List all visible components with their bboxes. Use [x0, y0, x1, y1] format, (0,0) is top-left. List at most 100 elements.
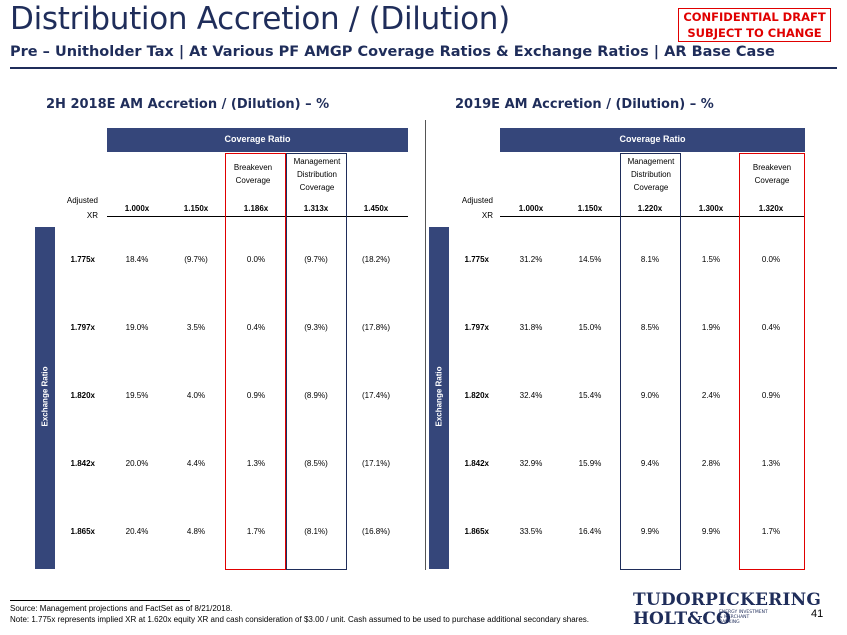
right-table-cell: 1.9% [701, 323, 721, 332]
left-col-header: 1.150x [183, 204, 209, 213]
left-table-cell: (8.5%) [304, 459, 328, 468]
page-subtitle: Pre – Unitholder Tax | At Various PF AMG… [10, 44, 775, 60]
right-table-cell: 2.4% [701, 391, 721, 400]
left-table-cell: 3.5% [186, 323, 206, 332]
confidential-line1: CONFIDENTIAL DRAFT [683, 10, 826, 24]
right-row-xr: 1.865x [464, 527, 489, 536]
right-breakeven-note: Breakeven Coverage [752, 163, 792, 185]
right-col-header: 1.320x [758, 204, 784, 213]
right-table-cell: 15.0% [578, 323, 602, 332]
left-breakeven-box [225, 153, 286, 570]
right-table-cell: 8.5% [640, 323, 660, 332]
right-table-cell: 15.9% [578, 459, 602, 468]
right-row-xr: 1.820x [464, 391, 489, 400]
left-table-cell: 1.7% [246, 527, 266, 536]
left-table-cell: 20.0% [125, 459, 149, 468]
right-row-xr: 1.775x [464, 255, 489, 264]
left-table-cell: 0.4% [246, 323, 266, 332]
left-table-cell: 19.5% [125, 391, 149, 400]
left-table-cell: 0.9% [246, 391, 266, 400]
right-col-header: 1.300x [698, 204, 724, 213]
right-table-cell: 9.0% [640, 391, 660, 400]
right-col-underline [500, 216, 805, 217]
right-table-cell: 1.5% [701, 255, 721, 264]
page-number: 41 [811, 608, 824, 620]
left-table-cell: (8.9%) [304, 391, 328, 400]
confidential-line2: SUBJECT TO CHANGE [687, 26, 822, 40]
right-header-line [500, 151, 805, 152]
left-table-cell: (9.7%) [184, 255, 208, 264]
right-table-cell: 0.0% [761, 255, 781, 264]
right-adjusted-xr-label: Adjusted XR [461, 196, 493, 220]
left-col-header: 1.313x [303, 204, 329, 213]
right-table-cell: 31.8% [519, 323, 543, 332]
right-table-cell: 2.8% [701, 459, 721, 468]
left-adjusted-xr-label: Adjusted XR [66, 196, 98, 220]
right-row-xr: 1.842x [464, 459, 489, 468]
left-table-cell: 19.0% [125, 323, 149, 332]
left-header-line [107, 151, 408, 152]
right-table-cell: 8.1% [640, 255, 660, 264]
left-table-cell: (17.4%) [361, 391, 390, 400]
footer-rule [10, 600, 190, 601]
right-table-cell: 1.7% [761, 527, 781, 536]
right-table-cell: 32.9% [519, 459, 543, 468]
right-exchange-ratio-band [429, 227, 449, 569]
left-breakeven-note: Breakeven Coverage [233, 163, 273, 185]
right-table-cell: 31.2% [519, 255, 543, 264]
left-coverage-header: Coverage Ratio [107, 128, 408, 151]
right-col-header: 1.220x [637, 204, 663, 213]
left-table-cell: 4.4% [186, 459, 206, 468]
right-panel-title: 2019E AM Accretion / (Dilution) – % [455, 97, 714, 112]
left-col-underline [107, 216, 408, 217]
header-rule [10, 67, 837, 69]
page-title: Distribution Accretion / (Dilution) [10, 1, 510, 37]
left-row-xr: 1.842x [70, 459, 95, 468]
right-table-cell: 14.5% [578, 255, 602, 264]
left-row-xr: 1.775x [70, 255, 95, 264]
right-mgmt-box [620, 153, 681, 570]
right-table-cell: 0.9% [761, 391, 781, 400]
right-table-cell: 9.9% [640, 527, 660, 536]
left-table-cell: (18.2%) [361, 255, 390, 264]
logo-tagline: ENERGY INVESTMENT & MERCHANT BANKING [719, 610, 768, 625]
company-logo: TUDORPICKERING HOLT&CO ENERGY INVESTMENT… [633, 590, 822, 629]
right-breakeven-box [739, 153, 805, 570]
left-row-xr: 1.865x [70, 527, 95, 536]
left-table-cell: 18.4% [125, 255, 149, 264]
right-table-cell: 9.4% [640, 459, 660, 468]
left-exchange-ratio-band [35, 227, 55, 569]
left-table-cell: 4.8% [186, 527, 206, 536]
right-col-header: 1.000x [518, 204, 544, 213]
source-line: Source: Management projections and FactS… [10, 604, 233, 613]
left-table-cell: 20.4% [125, 527, 149, 536]
right-table-cell: 32.4% [519, 391, 543, 400]
left-col-header: 1.186x [243, 204, 269, 213]
note-line: Note: 1.775x represents implied XR at 1.… [10, 615, 590, 624]
right-coverage-header: Coverage Ratio [500, 128, 805, 151]
confidential-stamp: CONFIDENTIAL DRAFT SUBJECT TO CHANGE [678, 8, 831, 42]
logo-line2: HOLT&CO [633, 609, 731, 629]
left-table-cell: 1.3% [246, 459, 266, 468]
right-col-header: 1.150x [577, 204, 603, 213]
logo-line1: TUDORPICKERING [633, 590, 822, 610]
left-table-cell: (17.1%) [361, 459, 390, 468]
right-table-cell: 15.4% [578, 391, 602, 400]
right-table-cell: 9.9% [701, 527, 721, 536]
left-mgmt-note: Management Distribution Coverage [293, 157, 341, 192]
left-col-header: 1.450x [363, 204, 389, 213]
left-col-header: 1.000x [124, 204, 150, 213]
left-table-cell: (9.7%) [304, 255, 328, 264]
left-panel-title: 2H 2018E AM Accretion / (Dilution) – % [46, 97, 330, 112]
left-row-xr: 1.820x [70, 391, 95, 400]
left-mgmt-box [286, 153, 347, 570]
right-table-cell: 1.3% [761, 459, 781, 468]
panel-divider [425, 120, 426, 570]
left-table-cell: (9.3%) [304, 323, 328, 332]
right-row-xr: 1.797x [464, 323, 489, 332]
right-table-cell: 16.4% [578, 527, 602, 536]
right-mgmt-note: Management Distribution Coverage [627, 157, 675, 192]
right-table-cell: 0.4% [761, 323, 781, 332]
left-table-cell: (16.8%) [361, 527, 390, 536]
left-table-cell: (8.1%) [304, 527, 328, 536]
